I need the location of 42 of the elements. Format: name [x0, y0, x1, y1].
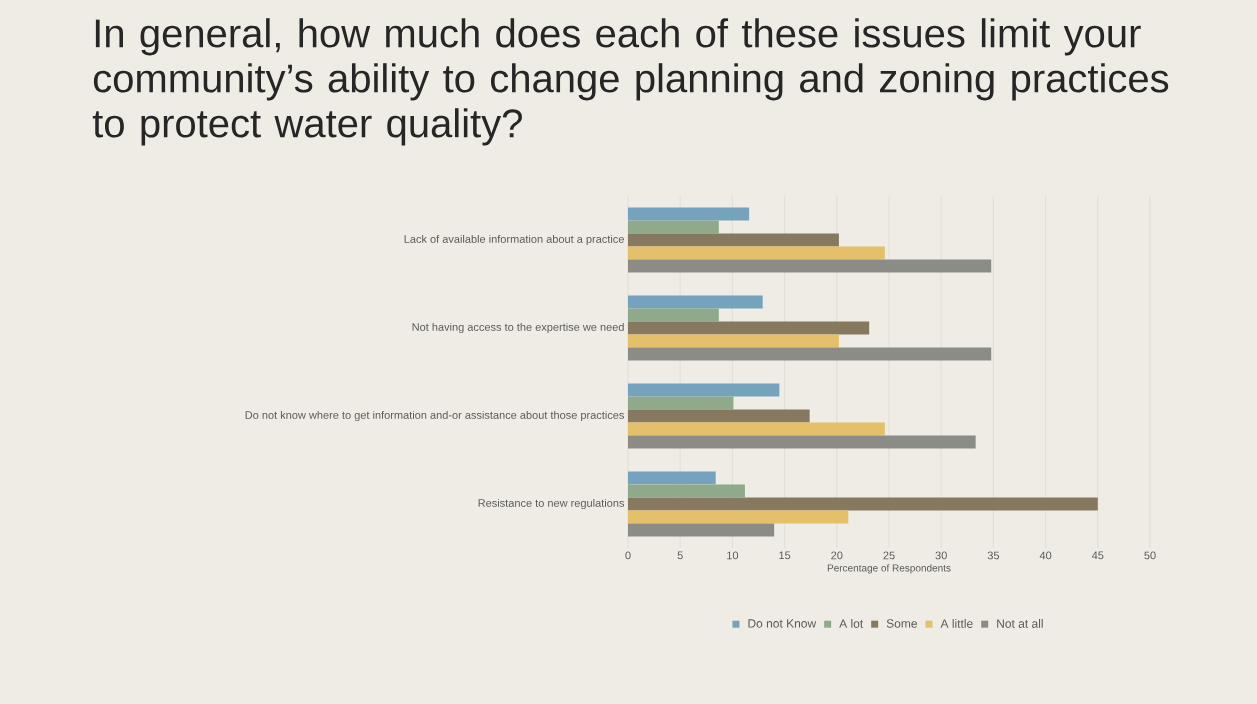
- bar: [628, 347, 992, 361]
- x-tick-label: 25: [883, 551, 895, 560]
- legend-label: A lot: [839, 619, 864, 628]
- bar: [628, 422, 885, 436]
- bar: [628, 246, 885, 260]
- chart-title: In general, how much does each of these issues limit your community’s ability to change planning and zoning practices to protect water quality?: [92, 18, 1169, 146]
- bar: [628, 396, 734, 410]
- bar: [628, 295, 763, 309]
- bar: [628, 220, 719, 234]
- bar: [628, 523, 775, 537]
- legend-label: A little: [940, 619, 973, 628]
- bar: [628, 484, 745, 498]
- x-tick-label: 20: [831, 551, 843, 560]
- bar: [628, 510, 849, 524]
- y-tick-label: Resistance to new regulations: [478, 498, 625, 510]
- y-tick-label: Lack of available information about a practice: [404, 234, 624, 246]
- x-tick-label: 40: [1039, 551, 1052, 560]
- x-tick-label: 15: [779, 551, 791, 560]
- bar: [628, 321, 870, 335]
- legend-label: Some: [886, 619, 917, 628]
- bar: [628, 497, 1098, 511]
- x-tick-label: 30: [935, 551, 947, 560]
- x-axis-title: Percentage of Respondents: [827, 564, 951, 574]
- bar: [628, 409, 810, 423]
- legend-label: Do not Know: [748, 619, 817, 628]
- x-tick-label: 5: [677, 551, 683, 560]
- bar: [628, 383, 780, 397]
- bar: [628, 435, 976, 449]
- x-tick-label: 50: [1144, 551, 1156, 560]
- bar: [628, 471, 716, 485]
- bar: [628, 259, 992, 273]
- bar: [628, 334, 839, 348]
- legend-label: Not at all: [997, 619, 1043, 628]
- x-tick-label: 10: [727, 551, 739, 560]
- bar: [628, 308, 719, 322]
- y-tick-label: Not having access to the expertise we need: [412, 322, 624, 334]
- x-tick-label: 35: [987, 551, 1000, 560]
- x-tick-label: 0: [625, 551, 631, 560]
- y-tick-label: Do not know where to get information and-or assistance about those practices: [245, 410, 625, 422]
- x-tick-label: 45: [1091, 551, 1104, 560]
- bar: [628, 207, 750, 221]
- bar: [628, 233, 839, 247]
